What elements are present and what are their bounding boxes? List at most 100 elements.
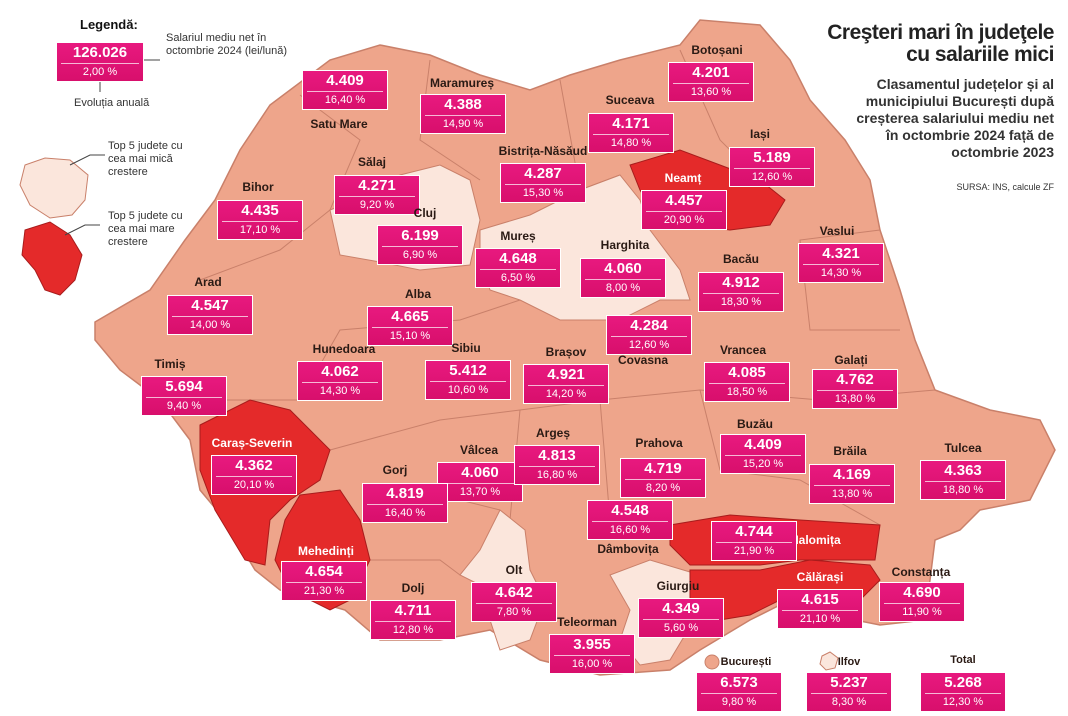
county-salary: 4.060	[442, 463, 518, 484]
county-name: Hunedoara	[312, 342, 376, 356]
county-box: 4.690 11,90 %	[879, 582, 965, 622]
summary-box: 5.237 8,30 %	[806, 672, 892, 712]
county-box: 4.615 21,10 %	[777, 589, 863, 629]
county-salary: 4.169	[814, 465, 890, 486]
county-box: 4.287 15,30 %	[500, 163, 586, 203]
county-name: Buzău	[737, 417, 773, 431]
legend-growth-note: Evoluția anuală	[74, 97, 150, 109]
county-name: Arad	[194, 275, 222, 289]
summary-box: 5.268 12,30 %	[920, 672, 1006, 712]
county-name: Prahova	[635, 436, 683, 450]
county-box: 4.547 14,00 %	[167, 295, 253, 335]
county-salary: 4.912	[703, 273, 779, 294]
legend-sample-box: 126.026 2,00 %	[56, 42, 144, 82]
county-salary: 4.547	[172, 296, 248, 317]
summary-name: Ilfov	[837, 656, 861, 668]
county-name: Satu Mare	[310, 117, 368, 131]
county-salary: 4.171	[593, 114, 669, 135]
summary-name: Total	[950, 654, 976, 666]
county-growth: 14,80 %	[610, 137, 652, 149]
county-salary: 4.435	[222, 201, 298, 222]
county-salary: 4.271	[339, 176, 415, 197]
county-box: 4.362 20,10 %	[211, 455, 297, 495]
county-box: 4.388 14,90 %	[420, 94, 506, 134]
county-name: Bihor	[242, 180, 274, 194]
county-name: Ialomița	[795, 533, 841, 547]
county-box: 5.694 9,40 %	[141, 376, 227, 416]
summary-growth: 12,30 %	[942, 696, 984, 708]
county-salary: 4.744	[716, 522, 792, 543]
county-salary: 4.654	[286, 562, 362, 583]
county-name: Harghita	[600, 238, 650, 252]
summary-name: București	[720, 656, 772, 668]
county-name: Alba	[404, 287, 432, 301]
county-name: Brăila	[833, 444, 867, 458]
county-salary: 3.955	[554, 635, 630, 656]
county-box: 4.813 16,80 %	[514, 445, 600, 485]
county-growth: 13,60 %	[690, 86, 732, 98]
legend-max-note: Top 5 judete cu cea mai mare crestere	[108, 210, 183, 248]
county-name: Covasna	[617, 353, 669, 367]
county-box: 4.711 12,80 %	[370, 600, 456, 640]
county-name: Vaslui	[819, 224, 855, 238]
county-growth: 12,60 %	[628, 339, 670, 351]
county-name: Suceava	[605, 93, 655, 107]
county-salary: 4.062	[302, 362, 378, 383]
county-growth: 17,10 %	[239, 224, 281, 236]
county-name: Mehedinți	[298, 544, 354, 558]
county-growth: 13,70 %	[459, 486, 501, 498]
county-salary: 4.060	[585, 259, 661, 280]
county-box: 4.642 7,80 %	[471, 582, 557, 622]
county-salary: 4.548	[592, 501, 668, 522]
county-name: Giurgiu	[656, 579, 700, 593]
county-salary: 4.409	[307, 71, 383, 92]
county-name: Cluj	[413, 206, 437, 220]
county-box: 4.435 17,10 %	[217, 200, 303, 240]
county-name: Sălaj	[357, 155, 387, 169]
county-box: 4.654 21,30 %	[281, 561, 367, 601]
summary-salary: 6.573	[701, 673, 777, 694]
county-name: Mureș	[500, 229, 536, 243]
county-box: 4.062 14,30 %	[297, 361, 383, 401]
county-salary: 4.349	[643, 599, 719, 620]
county-growth: 14,30 %	[820, 267, 862, 279]
summary-salary: 5.237	[811, 673, 887, 694]
county-growth: 21,10 %	[799, 613, 841, 625]
county-salary: 4.711	[375, 601, 451, 622]
county-salary: 4.648	[480, 249, 556, 270]
county-growth: 7,80 %	[496, 606, 532, 618]
county-growth: 13,80 %	[834, 393, 876, 405]
county-name: Botoșani	[691, 43, 743, 57]
county-salary: 4.085	[709, 363, 785, 384]
county-box: 4.363 18,80 %	[920, 460, 1006, 500]
county-growth: 15,10 %	[389, 330, 431, 342]
county-name: Caraș-Severin	[211, 436, 293, 450]
county-growth: 8,20 %	[645, 482, 681, 494]
county-growth: 11,90 %	[902, 606, 942, 618]
county-name: Călărași	[796, 570, 844, 584]
county-salary: 4.719	[625, 459, 701, 480]
county-growth: 9,20 %	[359, 199, 395, 211]
county-salary: 4.615	[782, 590, 858, 611]
summary-box: 6.573 9,80 %	[696, 672, 782, 712]
county-box: 5.412 10,60 %	[425, 360, 511, 400]
county-growth: 12,60 %	[751, 171, 793, 183]
county-box: 4.169 13,80 %	[809, 464, 895, 504]
county-name: Dâmbovița	[597, 542, 659, 556]
county-name: Maramureș	[429, 76, 495, 90]
summary-salary: 5.268	[925, 673, 1001, 694]
county-box: 4.349 5,60 %	[638, 598, 724, 638]
county-name: Gorj	[382, 463, 408, 477]
county-box: 5.189 12,60 %	[729, 147, 815, 187]
county-salary: 6.199	[382, 226, 458, 247]
county-growth: 14,00 %	[189, 319, 231, 331]
county-growth: 5,60 %	[663, 622, 699, 634]
county-name: Argeș	[535, 426, 571, 440]
county-name: Vrancea	[719, 343, 767, 357]
county-salary: 5.412	[430, 361, 506, 382]
county-salary: 4.642	[476, 583, 552, 604]
county-salary: 4.321	[803, 244, 879, 265]
county-growth: 20,10 %	[233, 479, 275, 491]
county-box: 4.085 18,50 %	[704, 362, 790, 402]
